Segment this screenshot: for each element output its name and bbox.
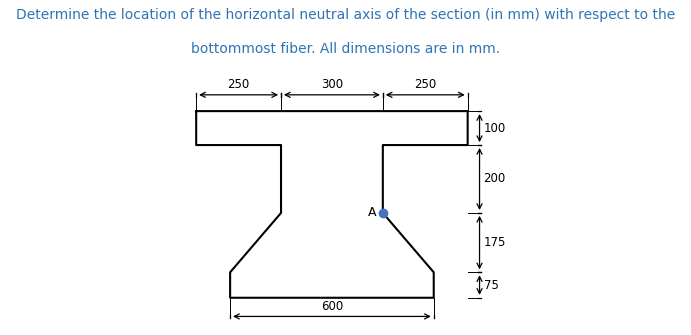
- Text: 250: 250: [227, 78, 249, 91]
- Polygon shape: [196, 111, 468, 298]
- Text: 200: 200: [484, 173, 506, 186]
- Text: 75: 75: [484, 278, 498, 291]
- Text: Determine the location of the horizontal neutral axis of the section (in mm) wit: Determine the location of the horizontal…: [16, 8, 675, 22]
- Text: 600: 600: [321, 300, 343, 313]
- Text: 300: 300: [321, 78, 343, 91]
- Text: 250: 250: [414, 78, 437, 91]
- Text: A: A: [368, 206, 377, 219]
- Text: 175: 175: [484, 236, 506, 249]
- Text: 100: 100: [484, 122, 506, 135]
- Text: bottommost fiber. All dimensions are in mm.: bottommost fiber. All dimensions are in …: [191, 42, 500, 56]
